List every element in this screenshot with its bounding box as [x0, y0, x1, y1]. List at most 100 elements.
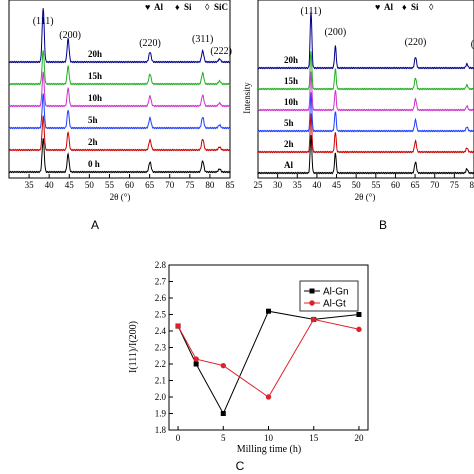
legend-marker: [309, 300, 315, 306]
series-label: 20h: [88, 49, 102, 59]
series-label: 5h: [284, 118, 294, 128]
legend-label: Si: [184, 2, 192, 12]
peak-label: (111): [33, 16, 54, 27]
xrd-trace: [8, 8, 231, 64]
y-tick-label: 1.9: [155, 409, 167, 419]
xrd-trace: [257, 11, 474, 70]
panel-a-letter: A: [91, 218, 99, 232]
legend-marker: [309, 288, 315, 294]
x-tick-label: 70: [165, 180, 175, 190]
series-line: [177, 318, 360, 398]
xrd-trace: [257, 92, 474, 133]
y-tick-label: 2.4: [155, 326, 167, 336]
peak-label: (311): [192, 34, 213, 45]
series-label: 10h: [88, 93, 102, 103]
data-point: [266, 308, 271, 314]
y-tick-label: 2.2: [155, 359, 166, 369]
series-label: 0 h: [88, 159, 100, 169]
series-label: Al: [284, 160, 293, 170]
x-tick-label: 75: [450, 180, 460, 190]
y-tick-label: 2.8: [155, 260, 167, 270]
x-tick-label: 80: [205, 180, 215, 190]
series-label: 20h: [284, 55, 298, 65]
legend-symbol: ♥: [145, 2, 150, 12]
x-tick-label: 80: [470, 180, 474, 190]
data-point: [356, 326, 362, 333]
peak-label: (: [471, 39, 474, 50]
xrd-panel-b: Al 2h 5h 10h 15h 20h 25 30 35 40 45 50 55 60 65 70 75 80…: [242, 0, 474, 232]
legend-symbol: ◊: [429, 2, 434, 12]
panel-a-xlabel: 2θ (°): [110, 192, 131, 202]
data-point: [265, 394, 272, 400]
panel-c-letter: C: [236, 459, 245, 473]
panel-b-xlabel: 2θ (°): [355, 192, 376, 202]
x-tick-label: 50: [352, 180, 362, 190]
x-tick-label: 60: [125, 180, 135, 190]
legend-symbol: ♥: [375, 2, 380, 12]
data-point: [356, 312, 362, 317]
peak-label: (222): [210, 46, 232, 57]
x-tick-label: 45: [332, 180, 342, 190]
peak-label: (220): [139, 38, 161, 49]
series-label: 10h: [284, 97, 298, 107]
panel-b-ylabel: Intensity: [242, 82, 252, 114]
legend-symbol: ♦: [175, 2, 180, 12]
data-point: [220, 411, 226, 416]
x-tick-label: 65: [145, 180, 155, 190]
y-tick-label: 2.1: [155, 376, 166, 386]
series-label: 15h: [88, 71, 102, 81]
legend-label: Si: [411, 2, 419, 12]
series-line: [177, 310, 360, 415]
series-label: 15h: [284, 76, 298, 86]
y-tick-label: 2.0: [155, 392, 167, 402]
panel-a-frame: [8, 0, 231, 179]
series-label: 2h: [88, 137, 98, 147]
x-tick-label: 10: [264, 433, 274, 443]
xrd-trace: [8, 71, 231, 108]
legend-label: Al-Gt: [323, 299, 346, 310]
peak-label: (220): [405, 37, 427, 48]
x-tick-label: 65: [411, 180, 421, 190]
x-tick-label: 30: [273, 180, 283, 190]
legend-symbol: ♦: [402, 2, 407, 12]
panel-c-xlabel: Milling time (h): [237, 444, 301, 455]
x-tick-label: 0: [176, 433, 181, 443]
x-tick-label: 75: [185, 180, 195, 190]
y-tick-label: 2.5: [155, 310, 167, 320]
x-tick-label: 40: [312, 180, 322, 190]
y-tick-label: 1.8: [155, 425, 167, 435]
data-point: [193, 356, 199, 362]
data-point: [175, 323, 181, 329]
y-tick-label: 2.3: [155, 343, 167, 353]
xrd-trace: [257, 135, 474, 175]
x-tick-label: 35: [25, 180, 35, 190]
xrd-trace: [8, 138, 231, 174]
xrd-trace: [8, 50, 231, 86]
x-tick-label: 15: [309, 433, 319, 443]
y-tick-label: 2.6: [155, 293, 167, 303]
xrd-trace: [8, 93, 231, 130]
panel-b-letter: B: [379, 218, 387, 232]
x-tick-label: 55: [105, 180, 115, 190]
data-point: [220, 362, 226, 369]
x-tick-label: 70: [430, 180, 440, 190]
x-tick-label: 45: [65, 180, 75, 190]
x-tick-label: 50: [85, 180, 95, 190]
xrd-trace: [257, 113, 474, 154]
x-tick-label: 60: [391, 180, 401, 190]
legend-label: Al-Gn: [323, 287, 349, 298]
xrd-trace: [8, 115, 231, 152]
legend-symbol: ◊: [205, 2, 210, 12]
data-point: [311, 316, 317, 323]
y-tick-label: 2.7: [155, 277, 167, 287]
legend-box: [299, 280, 359, 312]
x-tick-label: 55: [371, 180, 381, 190]
legend-label: Al: [154, 2, 163, 12]
xrd-trace: [257, 51, 474, 91]
legend-label: SiC: [214, 2, 228, 12]
x-tick-label: 25: [254, 180, 264, 190]
data-point: [193, 361, 199, 367]
x-tick-label: 5: [221, 433, 226, 443]
